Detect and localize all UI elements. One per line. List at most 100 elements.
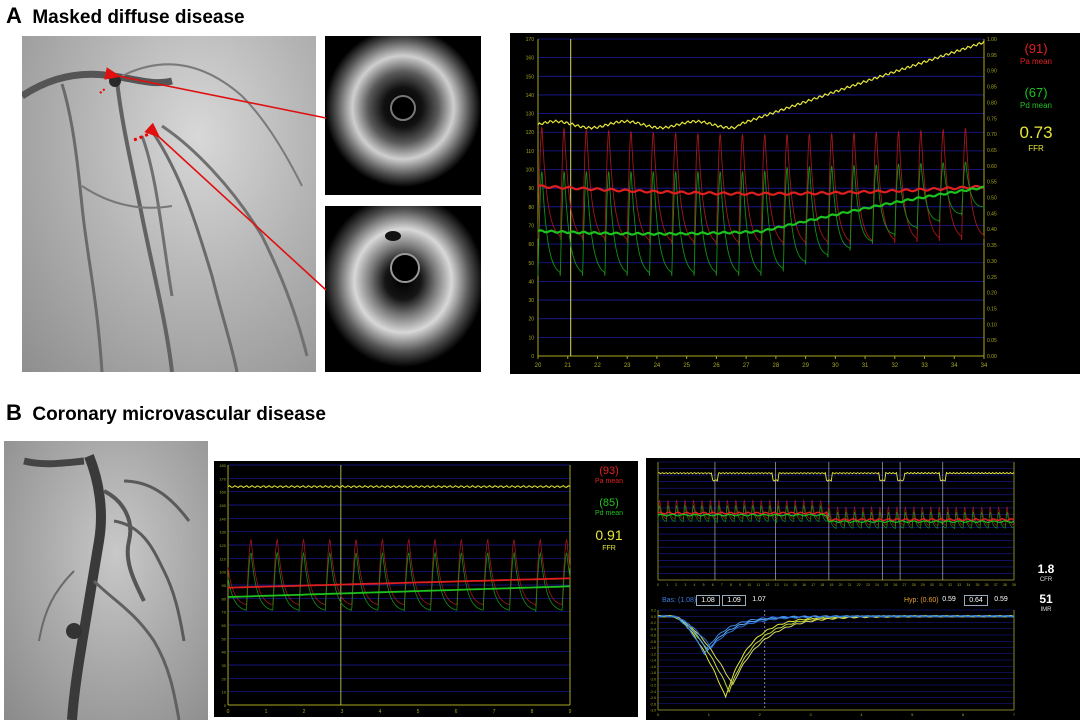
thermo-y-tick-label: -1.4	[650, 659, 656, 663]
left-tick-label: 20	[222, 676, 227, 681]
x-tick-label: 27	[743, 363, 750, 369]
left-tick-label: 130	[219, 530, 226, 535]
x-tick-label: 20	[535, 363, 542, 369]
x-tick-label: 32	[948, 583, 952, 587]
ffr-label-b: FFR	[602, 545, 616, 552]
left-tick-label: 40	[528, 279, 534, 285]
x-tick-label: 7	[721, 583, 723, 587]
thermo-x-tick-label: 0	[657, 712, 660, 717]
cfr-label: CFR	[1039, 577, 1053, 583]
x-tick-label: 8	[730, 583, 732, 587]
angiogram-image-b	[4, 441, 208, 721]
thermodilution-curve	[657, 615, 1015, 686]
x-tick-label: 21	[564, 363, 571, 369]
thermo-y-tick-label: -2.6	[650, 696, 656, 700]
left-tick-label: 10	[222, 690, 227, 695]
right-tick-label: 0.80	[987, 100, 997, 106]
left-tick-label: 120	[526, 130, 535, 136]
thermo-x-tick-label: 6	[962, 712, 965, 717]
x-tick-label: 23	[866, 583, 870, 587]
x-tick-label: 20	[839, 583, 843, 587]
left-tick-label: 100	[526, 168, 535, 174]
right-tick-label: 0.35	[987, 243, 997, 249]
left-tick-label: 180	[219, 463, 226, 468]
hyp-value-1: 0.59	[942, 596, 956, 603]
imr-value: 51	[1039, 592, 1053, 606]
x-tick-label: 2	[675, 583, 677, 587]
pressure-chart-a: 170 160 150 140 130 120 110 100 90 80 70 60 50 40 30 20…	[510, 33, 1080, 374]
thermo-y-tick-label: -2.2	[650, 684, 656, 688]
x-tick-label: 28	[773, 363, 780, 369]
right-tick-label: 0.95	[987, 53, 997, 59]
bas-value-3: 1.07	[752, 596, 766, 603]
right-tick-label: 0.70	[987, 132, 997, 138]
pd-phasic-trace	[657, 504, 1015, 530]
x-tick-label: 25	[884, 583, 888, 587]
bas-value-1: 1.08	[696, 595, 720, 606]
x-tick-label: 34	[966, 583, 970, 587]
left-tick-label: 110	[526, 149, 534, 155]
x-tick-label: 14	[784, 583, 788, 587]
left-tick-label: 80	[222, 596, 227, 601]
x-tick-label: 30	[930, 583, 934, 587]
pd-mean-trace	[657, 513, 1015, 524]
x-tick-label: 13	[775, 583, 779, 587]
hyp-label: Hyp: (0.60)	[904, 597, 939, 604]
section-a-title: Masked diffuse disease	[32, 7, 245, 28]
x-tick-label: 23	[624, 363, 631, 369]
thermo-y-tick-label: -0.6	[650, 634, 656, 638]
ivus-image-top	[325, 36, 481, 195]
x-tick-label: 38	[1003, 583, 1007, 587]
left-tick-label: 70	[222, 610, 227, 615]
x-tick-label: 9	[569, 709, 572, 715]
hyp-value-2: 0.64	[964, 595, 988, 606]
left-tick-label: 0	[531, 354, 534, 360]
pa-mean-label-a: Pa mean	[1019, 57, 1053, 66]
ffr-value-b: 0.91	[595, 527, 623, 543]
left-tick-label: 160	[219, 490, 226, 495]
pd-mean-trace	[537, 185, 985, 236]
left-tick-label: 140	[526, 93, 535, 99]
angiogram-image-a	[20, 36, 316, 373]
left-tick-label: 140	[219, 516, 226, 521]
left-tick-label: 120	[219, 543, 226, 548]
x-tick-label: 0	[657, 583, 659, 587]
x-tick-label: 39	[1012, 583, 1016, 587]
left-tick-label: 40	[222, 650, 227, 655]
left-tick-label: 50	[222, 636, 227, 641]
x-tick-label: 1	[265, 709, 268, 715]
cfr-imr-chart: 0 1 2 3 4 5 6 7 8 9 10 11 12 13 14 15 16 17 18 19 20 21 22 23 24…	[646, 458, 1080, 720]
x-tick-label: 29	[802, 363, 809, 369]
x-tick-label: 4	[694, 583, 696, 587]
x-tick-label: 12	[766, 583, 770, 587]
left-tick-label: 90	[528, 186, 534, 192]
x-tick-label: 19	[829, 583, 833, 587]
x-tick-label: 6	[455, 709, 458, 715]
left-tick-label: 170	[219, 476, 226, 481]
x-tick-label: 37	[994, 583, 998, 587]
x-tick-label: 0	[227, 709, 230, 715]
x-tick-label: 3	[684, 583, 686, 587]
pa-mean-label-b: Pa mean	[594, 478, 624, 485]
thermo-y-tick-label: -0.4	[650, 627, 656, 631]
thermo-x-tick-label: 5	[911, 712, 914, 717]
thermo-y-tick-label: 0.2	[651, 609, 656, 613]
left-tick-label: 60	[222, 623, 227, 628]
pd-mean-label-a: Pd mean	[1019, 101, 1053, 110]
right-tick-label: 0.10	[987, 322, 997, 328]
pd-mean-label-b: Pd mean	[594, 510, 624, 517]
thermo-x-tick-label: 1	[708, 712, 711, 717]
pd-mean-value-b: (85)	[599, 497, 619, 509]
right-tick-label: 0.65	[987, 148, 997, 154]
imr-label: IMR	[1040, 607, 1052, 613]
right-tick-label: 0.55	[987, 180, 997, 186]
x-tick-label: 32	[891, 363, 898, 369]
pa-mean-trace	[657, 511, 1015, 522]
thermodilution-curve	[657, 615, 1015, 651]
x-tick-label: 15	[793, 583, 797, 587]
hyp-value-3: 0.59	[994, 596, 1008, 603]
thermo-y-tick-label: -1.6	[650, 665, 656, 669]
x-tick-label: 26	[713, 363, 720, 369]
left-tick-label: 50	[528, 261, 534, 267]
x-tick-label: 22	[857, 583, 861, 587]
